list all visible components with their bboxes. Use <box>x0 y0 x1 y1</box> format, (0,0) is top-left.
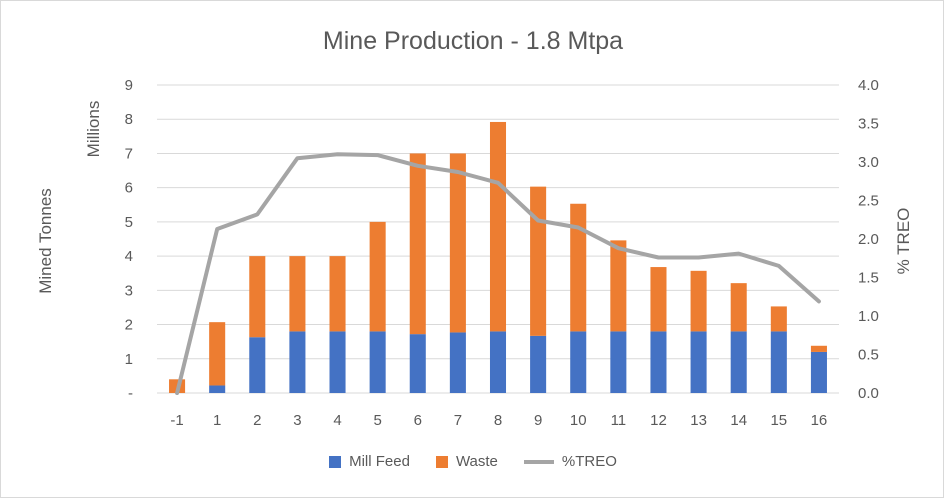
bar-waste <box>369 221 386 332</box>
right-tick-label: 2.0 <box>858 231 879 248</box>
bar-mill-feed <box>770 331 787 393</box>
bar-waste <box>249 256 266 338</box>
y-left-unit-label: Millions <box>84 101 103 158</box>
left-tick-label: 4 <box>125 248 133 265</box>
x-tick-label: 1 <box>213 412 221 429</box>
bar-mill-feed <box>610 331 627 393</box>
bar-mill-feed <box>730 331 747 393</box>
right-tick-label: 1.0 <box>858 308 879 325</box>
right-tick-label: 3.0 <box>858 154 879 171</box>
x-tick-label: 15 <box>770 412 787 429</box>
bar-waste <box>209 322 226 386</box>
x-tick-label: -1 <box>170 412 183 429</box>
bar-waste <box>449 153 466 333</box>
bar-mill-feed <box>489 331 507 393</box>
bar-waste <box>489 121 507 332</box>
x-tick-label: 13 <box>690 412 707 429</box>
bar-waste <box>530 186 547 336</box>
bar-mill-feed <box>369 331 386 393</box>
bar-mill-feed <box>690 331 707 393</box>
left-tick-label: 3 <box>125 282 133 299</box>
bar-waste <box>610 240 627 332</box>
left-tick-label: - <box>128 385 133 402</box>
x-axis-ticks: -1 1 2 3 4 5 6 7 8 9 10 11 12 13 14 15 16 <box>170 412 827 429</box>
left-tick-label: 2 <box>125 317 133 334</box>
line-series <box>175 152 821 395</box>
bar-mill-feed <box>409 334 426 393</box>
bar-waste <box>329 256 346 332</box>
legend-swatch-treo <box>523 459 554 464</box>
x-tick-label: 2 <box>253 412 261 429</box>
bar-waste <box>730 283 747 332</box>
left-tick-label: 9 <box>125 77 133 94</box>
legend-item-waste: Waste <box>435 453 498 470</box>
legend-swatch-waste <box>435 455 448 468</box>
line-treo <box>175 152 821 395</box>
bar-mill-feed <box>449 332 466 393</box>
left-tick-label: 8 <box>125 111 133 128</box>
left-tick-label: 1 <box>125 351 133 368</box>
legend-label-mill-feed: Mill Feed <box>349 453 410 470</box>
x-tick-label: 11 <box>611 412 627 429</box>
bar-waste <box>289 256 306 332</box>
right-tick-label: 1.5 <box>858 270 879 287</box>
legend-item-mill-feed: Mill Feed <box>329 453 410 470</box>
left-tick-label: 5 <box>125 214 133 231</box>
x-tick-label: 5 <box>373 412 381 429</box>
x-tick-label: 3 <box>293 412 301 429</box>
y-left-axis-label: Mined Tonnes <box>36 188 55 294</box>
chart-title: Mine Production - 1.8 Mtpa <box>323 27 623 55</box>
bar-mill-feed <box>249 337 266 393</box>
right-tick-label: 3.5 <box>858 116 879 133</box>
legend-swatch-mill-feed <box>329 455 342 468</box>
legend-item-treo: %TREO <box>523 453 617 470</box>
x-tick-label: 4 <box>333 412 341 429</box>
right-tick-label: 0.0 <box>858 385 879 402</box>
left-tick-label: 7 <box>125 145 133 162</box>
x-tick-label: 7 <box>454 412 462 429</box>
y-right-axis-label: % TREO <box>894 208 913 275</box>
bar-waste <box>770 306 787 332</box>
x-tick-label: 9 <box>534 412 542 429</box>
bar-waste <box>570 203 587 332</box>
bar-mill-feed <box>329 331 346 393</box>
bar-mill-feed <box>530 335 547 393</box>
left-tick-label: 6 <box>125 180 133 197</box>
bar-waste <box>650 267 667 332</box>
bar-waste <box>409 153 426 335</box>
bar-mill-feed <box>209 385 226 393</box>
right-tick-label: 2.5 <box>858 193 879 210</box>
bar-waste <box>690 270 707 332</box>
right-tick-label: 4.0 <box>858 77 879 94</box>
bar-series <box>169 121 827 393</box>
bar-mill-feed <box>650 331 667 393</box>
legend-label-treo: %TREO <box>561 453 617 470</box>
x-tick-label: 8 <box>494 412 502 429</box>
right-tick-label: 0.5 <box>858 347 879 364</box>
bar-mill-feed <box>810 351 827 393</box>
x-tick-label: 6 <box>414 412 422 429</box>
x-tick-label: 12 <box>650 412 667 429</box>
right-axis-ticks: 0.0 0.5 1.0 1.5 2.0 2.5 3.0 3.5 4.0 <box>858 77 879 402</box>
bar-mill-feed <box>570 331 587 393</box>
bar-waste <box>810 345 827 352</box>
x-tick-label: 10 <box>570 412 587 429</box>
legend: Mill Feed Waste %TREO <box>1 453 944 470</box>
bar-mill-feed <box>289 331 306 393</box>
x-tick-label: 16 <box>811 412 828 429</box>
left-axis-ticks: - 1 2 3 4 5 6 7 8 9 <box>125 77 133 402</box>
legend-label-waste: Waste <box>455 453 498 470</box>
x-tick-label: 14 <box>730 412 747 429</box>
